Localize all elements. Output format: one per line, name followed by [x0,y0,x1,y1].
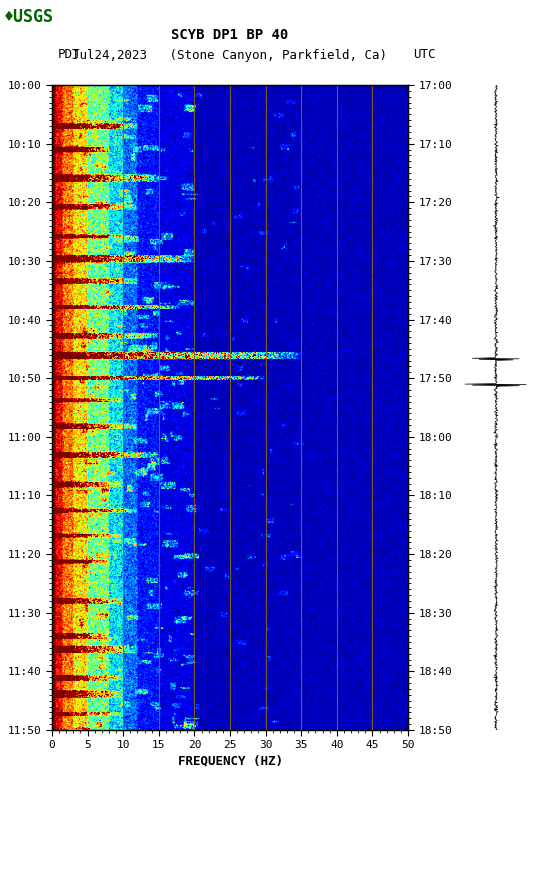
Text: PDT: PDT [57,48,80,62]
Text: SCYB DP1 BP 40: SCYB DP1 BP 40 [171,28,289,42]
X-axis label: FREQUENCY (HZ): FREQUENCY (HZ) [178,755,283,768]
Text: Jul24,2023   (Stone Canyon, Parkfield, Ca): Jul24,2023 (Stone Canyon, Parkfield, Ca) [72,48,388,62]
Text: ♦USGS: ♦USGS [4,8,54,26]
Text: UTC: UTC [413,48,436,62]
